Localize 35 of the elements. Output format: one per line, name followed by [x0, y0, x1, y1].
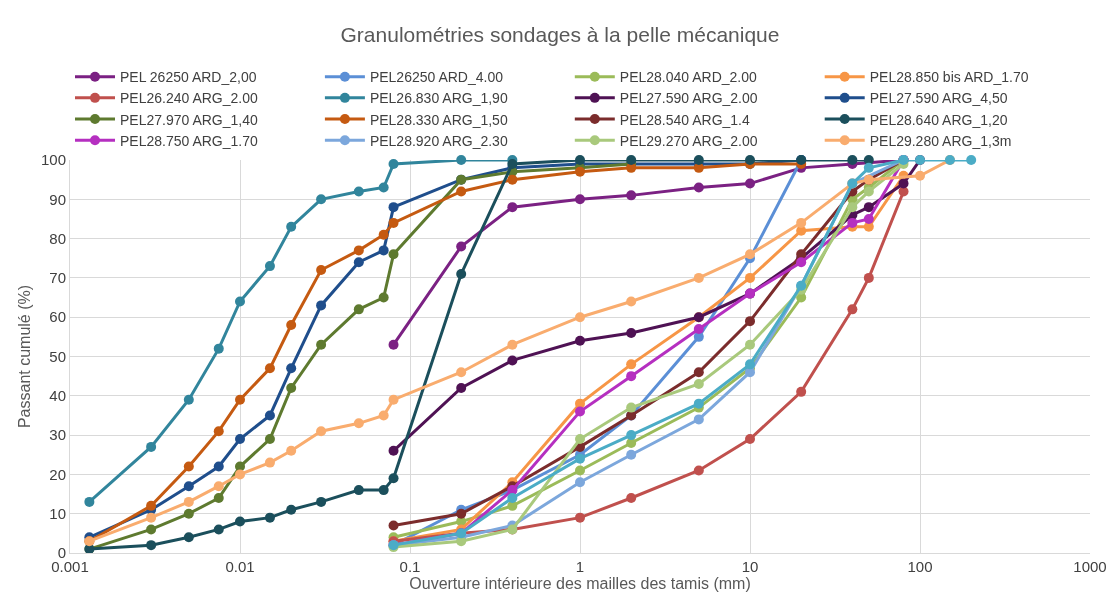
legend-label: PEL27.970 ARG_1,40: [120, 111, 258, 128]
y-tick-label: 80: [49, 229, 66, 247]
legend-label: PEL26250 ARD_4.00: [369, 69, 504, 86]
y-tick-label: 30: [49, 426, 66, 444]
chart-title: Granulométries sondages à la pelle mécanique: [340, 22, 780, 46]
y-tick-label: 100: [40, 151, 66, 169]
legend-label: PEL26.240 ARG_2.00: [120, 90, 258, 107]
legend-label: PEL28.640 ARG_1,20: [869, 111, 1008, 128]
x-tick-label: 0.01: [225, 558, 255, 575]
y-tick-label: 90: [49, 190, 66, 208]
y-tick-label: 60: [49, 308, 66, 326]
x-tick-label: 1: [575, 558, 585, 575]
x-tick-label: 0.1: [399, 558, 421, 575]
legend-label: PEL28.330 ARG_1,50: [369, 111, 508, 128]
y-tick-label: 50: [49, 347, 66, 365]
legend-label: PEL28.850 bis ARD_1.70: [869, 69, 1029, 86]
legend-label: PEL28.040 ARD_2.00: [619, 69, 758, 86]
x-tick-label: 10: [741, 558, 759, 575]
x-tick-label: 1000: [1073, 558, 1107, 575]
legend-label: PEL26.830 ARG_1,90: [369, 90, 508, 107]
legend-label: PEL27.590 ARG_2.00: [619, 90, 758, 107]
legend-label: PEL 26250 ARD_2,00: [120, 69, 257, 86]
y-tick-label: 40: [49, 387, 66, 405]
legend-label: PEL28.540 ARG_1.4: [619, 111, 750, 128]
legend-label: PEL29.280 ARG_1,3m: [869, 132, 1012, 149]
y-tick-label: 70: [49, 269, 66, 287]
x-tick-label: 100: [907, 558, 933, 575]
y-tick-label: 20: [49, 465, 66, 483]
legend-label: PEL29.270 ARG_2.00: [619, 132, 758, 149]
legend-label: PEL28.920 ARG_2.30: [369, 132, 508, 149]
x-axis-title: Ouverture intérieure des mailles des tamis (mm): [409, 575, 751, 592]
y-axis-title: Passant cumulé (%): [15, 284, 33, 429]
y-tick-label: 10: [49, 504, 66, 522]
legend-label: PEL28.750 ARG_1.70: [120, 132, 258, 149]
legend-label: PEL27.590 ARG_4,50: [869, 90, 1008, 107]
